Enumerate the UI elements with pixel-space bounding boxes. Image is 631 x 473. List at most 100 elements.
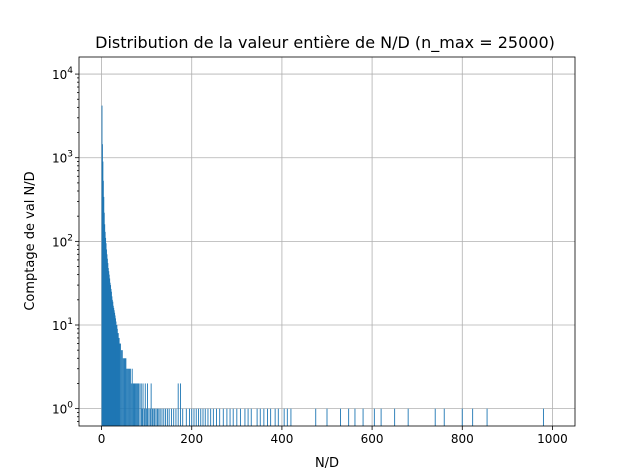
x-tick-label: 1000 [537,432,568,446]
bar [290,408,292,426]
bar [144,383,146,426]
bar [101,144,103,426]
bar [105,237,107,426]
x-tick-label: 800 [451,432,474,446]
bar [443,408,445,426]
bar [185,408,187,426]
bar [121,350,123,426]
bar [152,408,153,426]
bar [119,343,121,426]
bar [219,408,221,426]
bar [191,408,193,426]
bar [129,368,130,426]
bar [125,358,127,426]
bar [180,383,181,426]
bar [542,408,544,426]
bar [380,408,382,426]
bar [250,408,252,426]
bar [486,408,488,426]
y-tick-label: 102 [52,233,73,249]
bar [157,408,158,426]
bar [129,368,131,426]
bar [198,408,199,426]
bar [267,408,268,426]
bar [107,268,109,426]
bar [104,231,106,426]
bar [236,408,238,426]
chart-title: Distribution de la valeur entière de N/D… [95,33,555,53]
bar [148,408,150,426]
bar [133,383,135,426]
bar [113,307,115,426]
bar [108,271,110,426]
bar [286,408,288,426]
bar-series [101,105,544,427]
bar [354,408,356,426]
bar [102,161,104,426]
bar [193,408,195,426]
bar [132,383,134,426]
bar [348,408,350,426]
bar [407,408,409,426]
bar [111,291,112,426]
y-tick-label: 103 [52,150,73,166]
bar [118,337,120,426]
bar [131,368,133,426]
bar [274,408,276,426]
bar [189,408,190,426]
bar [149,408,151,426]
y-tick-label: 104 [52,66,73,82]
bar [283,408,285,426]
bar [140,383,142,426]
bar [210,408,212,426]
bar [120,350,122,426]
bar [113,310,115,426]
bar [229,408,231,426]
bar [103,212,105,426]
bar [195,408,197,426]
bar [106,258,108,426]
bar [159,408,161,426]
bar [128,368,130,426]
x-tick-label: 0 [98,432,106,446]
bar [103,196,105,426]
bar [153,408,155,426]
y-axis-label: Comptage de val N/D [23,171,38,310]
bar [104,224,106,426]
bar [326,408,328,426]
bar [115,321,117,426]
bar [107,263,109,426]
bar [109,282,111,426]
bar [244,408,246,426]
bar [232,408,234,426]
bar [155,408,157,426]
bar [143,408,145,426]
bar [115,324,117,426]
bar [108,274,110,426]
y-axis: 100 101 102 103 104 [52,66,79,422]
x-axis: 0 200 400 600 800 1000 [98,426,568,446]
bar [116,328,118,426]
bar [142,383,144,426]
x-tick-label: 400 [270,432,293,446]
bar [150,383,152,426]
bar [126,368,128,426]
bar [112,301,114,426]
y-tick-label: 101 [52,317,73,333]
bar [163,408,165,426]
bar [147,383,148,426]
bar [118,337,120,426]
bar [175,408,177,426]
bar [207,408,209,426]
bar [182,408,184,426]
bar [315,408,317,426]
bar [161,408,163,426]
bar [110,285,112,426]
bar [340,408,341,426]
x-axis-label: N/D [315,456,339,471]
y-tick-label: 100 [52,401,73,417]
bar [106,254,108,426]
bar [122,358,124,426]
bar [373,408,375,426]
grid-lines [79,57,575,426]
